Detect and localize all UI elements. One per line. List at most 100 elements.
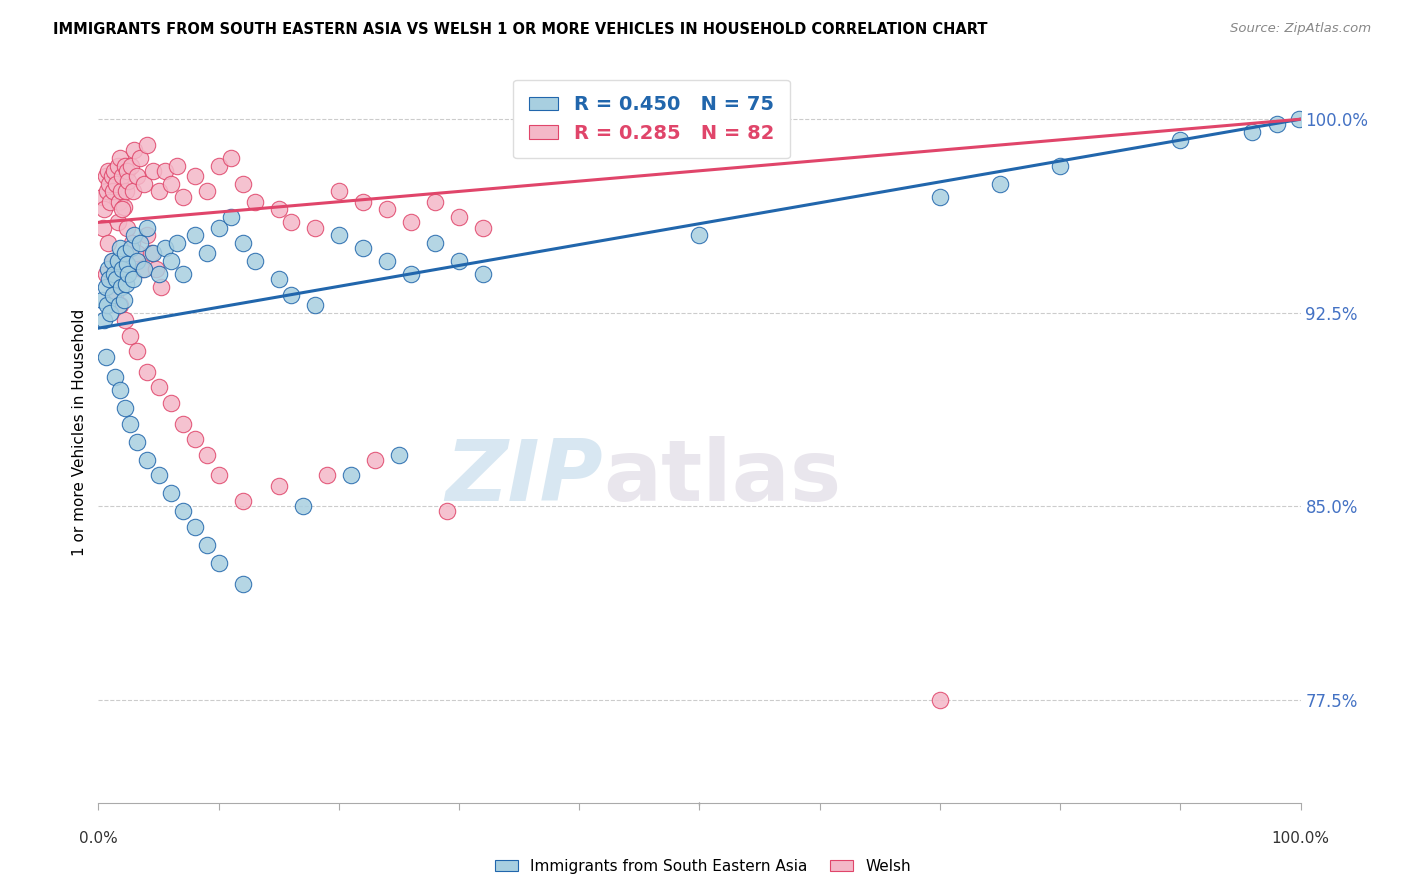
Point xyxy=(928,189,950,203)
Point xyxy=(117,163,139,178)
Point xyxy=(472,267,495,281)
Point xyxy=(98,177,121,191)
Point xyxy=(96,298,118,312)
Point xyxy=(114,159,136,173)
Point xyxy=(232,177,254,191)
Point xyxy=(172,189,194,203)
Point xyxy=(125,246,148,260)
Point xyxy=(172,417,194,431)
Point xyxy=(105,272,128,286)
Point xyxy=(183,228,205,243)
Point xyxy=(100,306,122,320)
Point xyxy=(93,202,115,217)
Point xyxy=(125,254,148,268)
Point xyxy=(172,267,194,281)
Point xyxy=(988,177,1011,191)
Point xyxy=(166,235,188,250)
Point xyxy=(111,202,134,217)
Point xyxy=(195,538,218,552)
Point xyxy=(148,185,170,199)
Point xyxy=(1049,159,1071,173)
Point xyxy=(1241,125,1264,139)
Point xyxy=(131,261,153,276)
Point xyxy=(280,287,302,301)
Point xyxy=(101,254,124,268)
Point xyxy=(172,504,194,518)
Point xyxy=(112,200,135,214)
Point xyxy=(159,254,181,268)
Point xyxy=(304,220,326,235)
Point xyxy=(108,241,131,255)
Point xyxy=(101,287,124,301)
Point xyxy=(108,383,131,397)
Legend: Immigrants from South Eastern Asia, Welsh: Immigrants from South Eastern Asia, Wels… xyxy=(489,853,917,880)
Point xyxy=(100,194,122,209)
Point xyxy=(141,246,163,260)
Point xyxy=(94,280,117,294)
Point xyxy=(352,241,374,255)
Point xyxy=(304,298,326,312)
Point xyxy=(388,448,411,462)
Point xyxy=(108,151,131,165)
Point xyxy=(328,185,350,199)
Point xyxy=(96,185,118,199)
Text: 0.0%: 0.0% xyxy=(79,831,118,846)
Point xyxy=(125,169,148,183)
Point xyxy=(267,478,290,492)
Point xyxy=(315,468,337,483)
Text: Source: ZipAtlas.com: Source: ZipAtlas.com xyxy=(1230,22,1371,36)
Point xyxy=(135,228,157,243)
Point xyxy=(232,235,254,250)
Point xyxy=(183,520,205,534)
Point xyxy=(447,254,470,268)
Point xyxy=(183,169,205,183)
Point xyxy=(124,143,146,157)
Point xyxy=(195,185,218,199)
Point xyxy=(141,163,163,178)
Point xyxy=(183,432,205,446)
Point xyxy=(148,380,170,394)
Point xyxy=(117,174,139,188)
Point xyxy=(132,177,155,191)
Point xyxy=(135,138,157,153)
Point xyxy=(94,169,117,183)
Point xyxy=(208,468,231,483)
Point xyxy=(267,202,290,217)
Point xyxy=(135,365,157,379)
Point xyxy=(94,350,117,364)
Point xyxy=(129,151,152,165)
Point xyxy=(111,169,134,183)
Point xyxy=(208,556,231,570)
Point xyxy=(110,280,132,294)
Point xyxy=(243,194,266,209)
Point xyxy=(688,228,710,243)
Point xyxy=(149,280,172,294)
Point xyxy=(153,241,176,255)
Point xyxy=(219,151,242,165)
Point xyxy=(117,257,139,271)
Point xyxy=(98,272,121,286)
Point xyxy=(118,417,141,431)
Point xyxy=(195,448,218,462)
Point xyxy=(111,261,134,276)
Point xyxy=(104,370,127,384)
Point xyxy=(108,298,131,312)
Point xyxy=(117,267,139,281)
Point xyxy=(129,235,152,250)
Text: IMMIGRANTS FROM SOUTH EASTERN ASIA VS WELSH 1 OR MORE VEHICLES IN HOUSEHOLD CORR: IMMIGRANTS FROM SOUTH EASTERN ASIA VS WE… xyxy=(53,22,988,37)
Point xyxy=(423,235,446,250)
Point xyxy=(100,254,122,268)
Point xyxy=(122,272,145,286)
Point xyxy=(208,159,231,173)
Point xyxy=(166,159,188,173)
Point xyxy=(1170,133,1192,147)
Point xyxy=(115,277,138,292)
Point xyxy=(115,185,138,199)
Point xyxy=(148,267,170,281)
Point xyxy=(125,434,148,449)
Point xyxy=(103,163,125,178)
Text: atlas: atlas xyxy=(603,435,842,518)
Point xyxy=(472,220,495,235)
Point xyxy=(232,494,254,508)
Point xyxy=(93,313,115,327)
